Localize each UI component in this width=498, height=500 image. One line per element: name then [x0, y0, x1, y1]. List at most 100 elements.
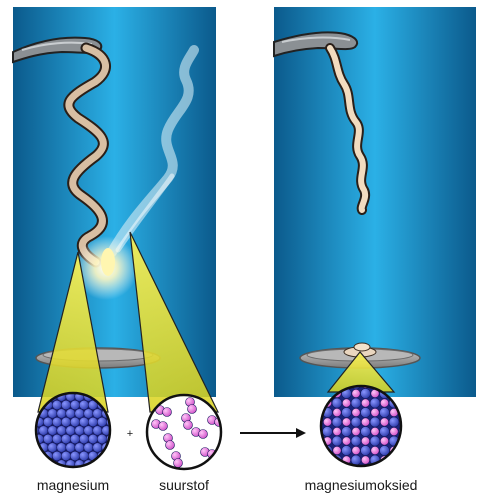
magnesium-atom: [69, 433, 81, 445]
magnesium-atom: [38, 425, 49, 436]
oxygen-atom: [370, 426, 380, 436]
magnesium-atom: [398, 426, 401, 437]
magnesium-atom: [92, 408, 103, 419]
left-panel: [12, 7, 216, 397]
magnesium-atom: [331, 416, 343, 428]
magnesium-atom: [69, 399, 81, 411]
magnesium-atom: [92, 425, 103, 436]
oxygen-atom: [162, 407, 172, 417]
magnesium-atom: [56, 408, 67, 419]
magnesium-atom: [51, 450, 63, 462]
oxygen-atom: [332, 426, 342, 436]
magnesium-atom: [78, 399, 90, 411]
magnesium-atom: [65, 442, 76, 453]
magnesium-atom: [331, 397, 343, 409]
magnesium-atom: [341, 407, 352, 418]
magnesium-atom: [369, 416, 381, 428]
oxygen-zoom-circle: [145, 393, 223, 471]
plus-sign: +: [127, 428, 133, 440]
magnesium-atom: [25, 417, 35, 427]
oxygen-molecules: [151, 397, 221, 468]
magnesium-atom: [60, 433, 72, 445]
oxygen-atom: [321, 445, 323, 455]
oxygen-atom: [389, 426, 399, 436]
magnesium-atom: [360, 445, 371, 456]
magnesium-atom: [120, 460, 130, 470]
oxygen-atom: [360, 436, 370, 446]
magnesium-atom: [56, 425, 67, 436]
oxygen-atom: [183, 420, 193, 430]
magnesium-atom: [87, 433, 99, 445]
magnesium-atom: [74, 425, 85, 436]
oxygen-atom: [322, 417, 332, 427]
magnesium-atoms: [25, 393, 130, 478]
magnesium-atom: [322, 426, 333, 437]
magnesium-atom: [120, 443, 130, 453]
oxygen-atom: [351, 426, 361, 436]
magnesium-atom: [111, 426, 121, 436]
oxygen-atom: [332, 445, 342, 455]
magnesium-atom: [398, 464, 401, 466]
magnesium-atom: [388, 454, 400, 466]
magnesium-atom: [115, 417, 125, 427]
right-panel-background: [274, 7, 476, 397]
magnesium-atom: [51, 416, 63, 428]
magnesium-atom: [56, 442, 67, 453]
oxygen-atom: [398, 455, 401, 465]
oxygen-atom: [322, 455, 332, 465]
magnesium-atom: [60, 399, 72, 411]
magnesium-atom: [350, 435, 362, 447]
oxygen-atom: [321, 464, 323, 466]
magnesium-atom: [379, 426, 390, 437]
magnesium-atom: [69, 450, 81, 462]
magnesium-atom: [78, 416, 90, 428]
magnesium-atom: [87, 416, 99, 428]
magnesium-atom: [120, 409, 130, 419]
magnesium-atom: [360, 388, 371, 399]
magnesium-atom: [341, 464, 352, 466]
magnesium-oxide-label: magnesiumoksied: [305, 477, 418, 493]
magnesium-atom: [47, 408, 58, 419]
oxygen-atom: [173, 458, 183, 468]
magnesium-atom: [60, 450, 72, 462]
magnesium-atom: [379, 464, 390, 466]
flame-icon: [101, 248, 115, 276]
oxygen-atom: [389, 464, 399, 466]
magnesium-atom: [111, 460, 121, 470]
oxygen-atom: [360, 398, 370, 408]
oxygen-atom: [321, 407, 323, 417]
magnesium-atom: [65, 408, 76, 419]
oxygen-label: suurstof: [159, 477, 209, 493]
magnesium-atom: [25, 468, 35, 478]
magnesium-atom: [101, 459, 110, 467]
magnesium-atom: [369, 435, 381, 447]
magnesium-atom: [388, 416, 400, 428]
magnesium-atom: [115, 400, 125, 410]
magnesium-atom: [322, 464, 333, 466]
oxygen-atom: [158, 421, 168, 431]
magnesium-atom: [350, 397, 362, 409]
magnesium-atom: [83, 442, 94, 453]
magnesium-atom: [92, 442, 103, 453]
oxygen-atom: [370, 407, 380, 417]
magnesium-atom: [350, 416, 362, 428]
oxygen-atom: [332, 407, 342, 417]
magnesium-atom: [115, 451, 125, 461]
magnesium-atom: [78, 433, 90, 445]
oxygen-atom: [351, 388, 361, 398]
magnesium-atom: [51, 399, 63, 411]
magnesium-atom: [360, 464, 371, 466]
oxygen-atom: [370, 464, 380, 466]
magnesium-atom: [111, 443, 121, 453]
magnesium-atom: [25, 400, 35, 410]
magnesium-atom: [379, 445, 390, 456]
oxygen-atom: [360, 417, 370, 427]
oxygen-atom: [351, 407, 361, 417]
oxygen-atom: [379, 417, 389, 427]
magnesium-ribbon-icon: [63, 42, 111, 268]
magnesium-atom: [47, 425, 58, 436]
magnesium-atom: [331, 435, 343, 447]
magnesium-atom: [25, 434, 35, 444]
